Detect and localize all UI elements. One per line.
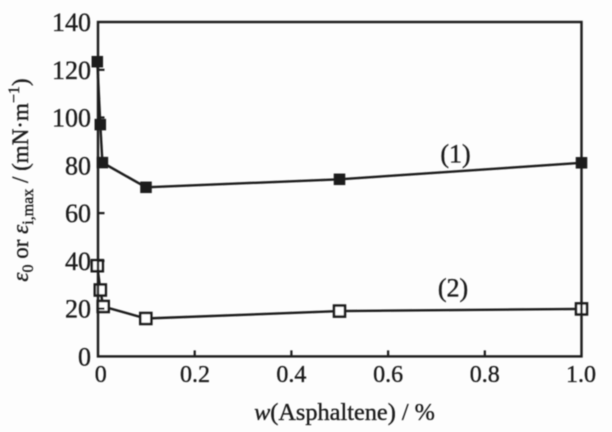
svg-text:120: 120 [52,56,91,85]
svg-text:0: 0 [78,342,91,371]
svg-text:0.4: 0.4 [276,362,306,388]
svg-text:80: 80 [65,151,91,180]
svg-text:0.2: 0.2 [180,362,210,388]
svg-text:20: 20 [65,295,91,324]
svg-text:100: 100 [52,104,91,133]
svg-text:0.6: 0.6 [373,362,403,388]
svg-text:40: 40 [65,247,91,276]
svg-text:ε0 or εi,max / (mN·m−1): ε0 or εi,max / (mN·m−1) [6,78,37,281]
svg-text:0: 0 [95,362,107,388]
svg-text:w(Asphaltene) / %: w(Asphaltene) / % [254,399,435,426]
svg-text:60: 60 [65,199,91,228]
svg-text:140: 140 [52,8,91,37]
svg-text:(1): (1) [440,139,470,168]
svg-text:1.0: 1.0 [566,362,596,388]
svg-text:(2): (2) [438,274,468,303]
svg-text:0.8: 0.8 [470,362,500,388]
